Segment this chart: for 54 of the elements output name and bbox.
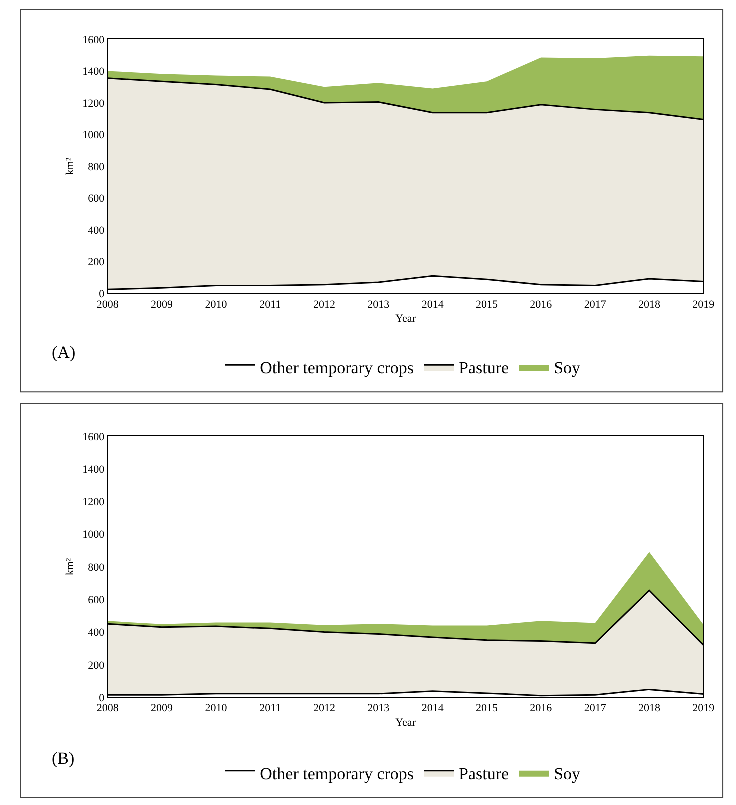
legend-label: Soy [554,764,582,784]
x-tick-label: 2009 [151,702,174,715]
legend-label: Soy [554,358,582,378]
x-tick-label: 2009 [151,298,174,311]
legend-label: Pasture [459,358,510,378]
x-tick-label: 2011 [260,298,282,311]
x-tick-label: 2014 [422,702,444,715]
y-tick-label: 400 [88,224,106,237]
legend-label: Pasture [459,764,510,784]
x-tick-label: 2017 [584,298,607,311]
y-axis-title: km² [64,157,76,176]
x-tick-label: 2018 [638,298,661,311]
x-tick-label: 2019 [692,702,716,715]
y-tick-label: 0 [99,288,106,300]
x-axis-title: Year [396,716,416,729]
legend-label: Other temporary crops [260,764,414,784]
x-tick-label: 2016 [530,298,553,311]
x-tick-label: 2010 [205,702,228,715]
x-tick-label: 2012 [314,702,336,715]
x-tick-label: 2019 [692,298,716,311]
y-tick-label: 1200 [82,496,106,509]
x-tick-label: 2011 [260,702,282,715]
x-tick-label: 2017 [584,702,607,715]
y-tick-label: 0 [99,692,106,704]
x-tick-label: 2018 [638,702,661,715]
y-tick-label: 1400 [82,464,106,476]
y-tick-label: 800 [88,161,106,174]
y-tick-label: 200 [88,256,106,269]
x-tick-label: 2015 [476,702,499,715]
y-axis-title: km² [64,558,76,576]
x-tick-label: 2013 [368,298,390,311]
y-tick-label: 1400 [82,66,106,78]
text: (A) [52,343,76,362]
y-tick-label: 400 [88,627,106,640]
x-tick-label: 2008 [96,702,120,715]
y-tick-label: 1200 [82,98,106,110]
x-axis-title: Year [396,313,416,326]
x-tick-label: 2012 [314,298,336,311]
y-tick-label: 200 [88,660,106,672]
x-tick-label: 2008 [96,298,120,311]
y-tick-label: 1600 [82,34,106,46]
legend-label: Other temporary crops [260,358,414,378]
y-tick-label: 800 [88,562,106,574]
y-tick-label: 600 [88,594,106,606]
x-tick-label: 2010 [205,298,228,311]
x-tick-label: 2013 [368,702,390,715]
text: (B) [52,749,75,768]
y-tick-label: 1000 [82,130,106,142]
x-tick-label: 2016 [530,702,553,715]
y-tick-label: 1000 [82,529,106,542]
x-tick-label: 2014 [422,298,444,311]
x-tick-label: 2015 [476,298,499,311]
y-tick-label: 600 [88,193,106,206]
y-tick-label: 1600 [82,431,106,444]
